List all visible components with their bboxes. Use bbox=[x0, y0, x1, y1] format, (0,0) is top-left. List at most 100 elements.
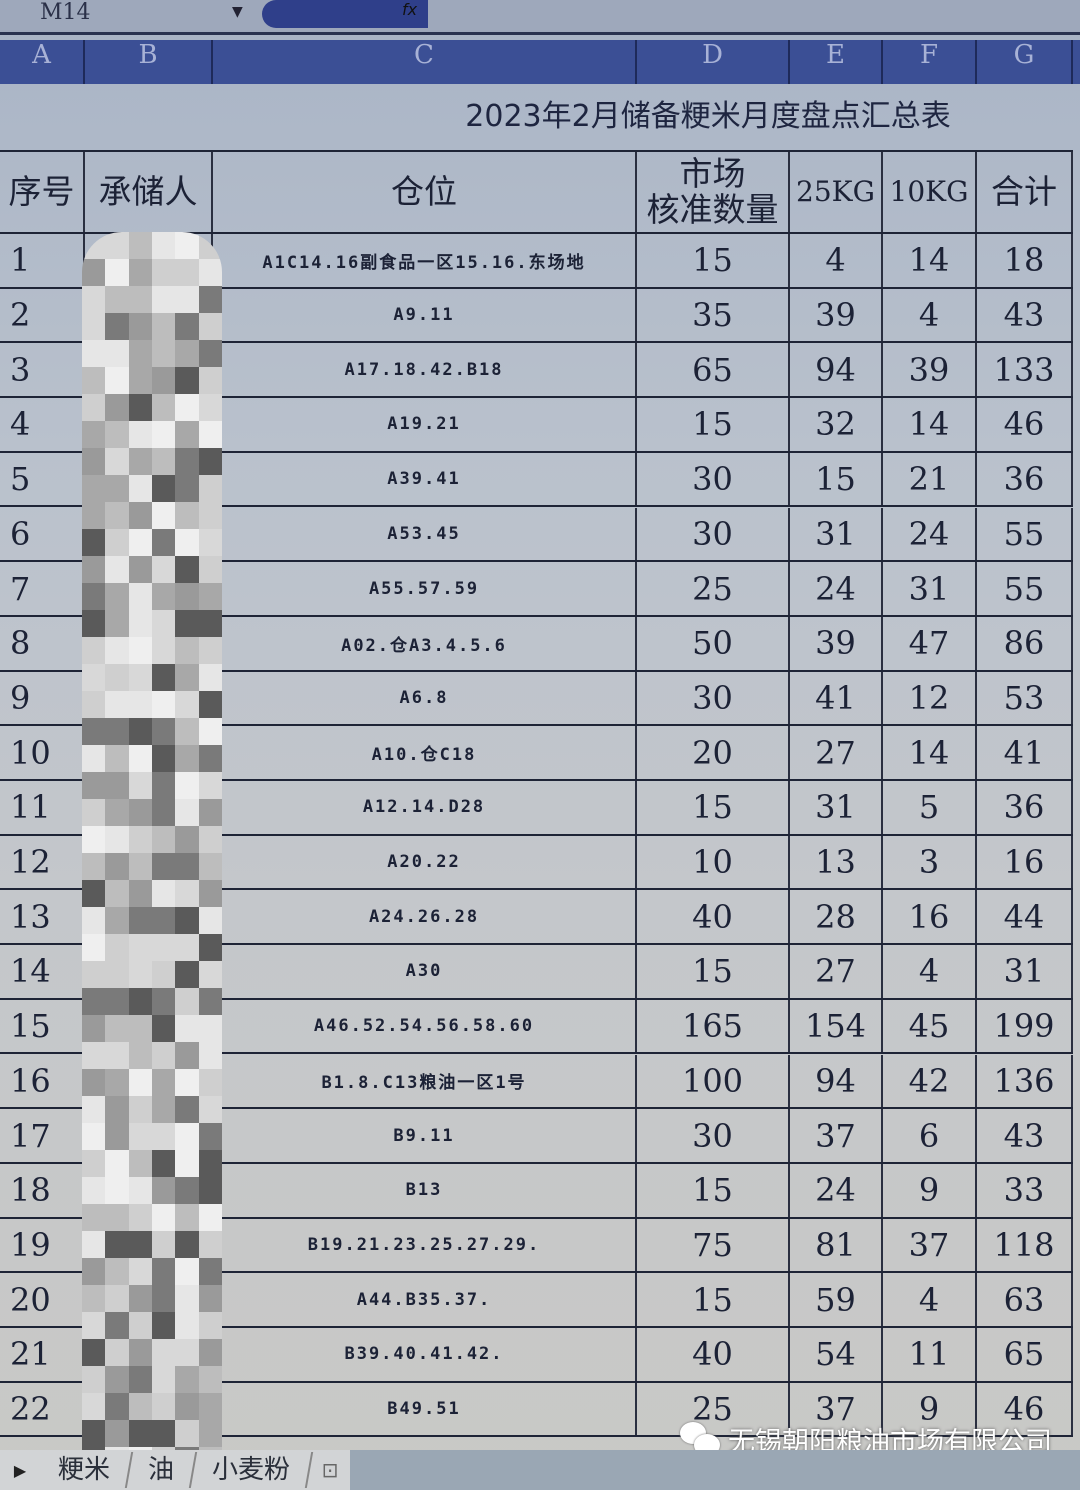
location-cell[interactable]: A19.21 bbox=[213, 398, 637, 451]
location-cell[interactable]: B49.51 bbox=[213, 1382, 637, 1436]
total-cell[interactable]: 44 bbox=[977, 890, 1073, 944]
tab-wheat-flour[interactable]: 小麦粉 bbox=[190, 1452, 314, 1488]
total-cell[interactable]: 136 bbox=[977, 1054, 1073, 1108]
location-cell[interactable]: A10.仓C18 bbox=[213, 726, 637, 779]
qty-10kg-cell[interactable]: 4 bbox=[883, 288, 977, 342]
location-cell[interactable]: A30 bbox=[213, 945, 637, 998]
qty-10kg-cell[interactable]: 4 bbox=[883, 1273, 977, 1326]
row-number[interactable]: 17 bbox=[0, 1109, 85, 1162]
header-total[interactable]: 合计 bbox=[977, 152, 1073, 232]
column-header-b[interactable]: B bbox=[85, 40, 213, 84]
row-number[interactable]: 12 bbox=[0, 835, 85, 889]
location-cell[interactable]: B39.40.41.42. bbox=[213, 1328, 637, 1381]
column-header-c[interactable]: C bbox=[213, 40, 637, 84]
location-cell[interactable]: A02.仓A3.4.5.6 bbox=[213, 616, 637, 670]
qty-10kg-cell[interactable]: 45 bbox=[883, 999, 977, 1053]
approved-qty-cell[interactable]: 25 bbox=[637, 1382, 790, 1436]
approved-qty-cell[interactable]: 50 bbox=[637, 616, 790, 670]
total-cell[interactable]: 118 bbox=[977, 1218, 1073, 1272]
total-cell[interactable]: 31 bbox=[977, 945, 1073, 998]
location-cell[interactable]: B1.8.C13粮油一区1号 bbox=[213, 1054, 637, 1108]
new-sheet-icon[interactable]: ⊡ bbox=[321, 1458, 339, 1482]
location-cell[interactable]: A12.14.D28 bbox=[213, 781, 637, 834]
row-number[interactable]: 4 bbox=[0, 398, 85, 451]
qty-10kg-cell[interactable]: 16 bbox=[883, 890, 977, 944]
approved-qty-cell[interactable]: 25 bbox=[637, 562, 790, 615]
row-number[interactable]: 13 bbox=[0, 890, 85, 944]
qty-25kg-cell[interactable]: 94 bbox=[790, 1054, 883, 1108]
total-cell[interactable]: 36 bbox=[977, 781, 1073, 834]
header-approved-qty[interactable]: 市场 核准数量 bbox=[637, 152, 790, 232]
qty-10kg-cell[interactable]: 3 bbox=[883, 835, 977, 889]
qty-10kg-cell[interactable]: 31 bbox=[883, 562, 977, 615]
qty-10kg-cell[interactable]: 12 bbox=[883, 671, 977, 725]
qty-10kg-cell[interactable]: 14 bbox=[883, 398, 977, 451]
qty-25kg-cell[interactable]: 27 bbox=[790, 726, 883, 779]
header-no[interactable]: 序号 bbox=[0, 152, 85, 232]
row-number[interactable]: 1 bbox=[0, 234, 85, 287]
approved-qty-cell[interactable]: 10 bbox=[637, 835, 790, 889]
row-number[interactable]: 8 bbox=[0, 616, 85, 670]
location-cell[interactable]: A20.22 bbox=[213, 835, 637, 889]
total-cell[interactable]: 63 bbox=[977, 1273, 1073, 1326]
column-header-a[interactable]: A bbox=[0, 40, 85, 84]
qty-25kg-cell[interactable]: 54 bbox=[790, 1328, 883, 1381]
approved-qty-cell[interactable]: 30 bbox=[637, 671, 790, 725]
total-cell[interactable]: 43 bbox=[977, 1109, 1073, 1162]
total-cell[interactable]: 43 bbox=[977, 288, 1073, 342]
total-cell[interactable]: 36 bbox=[977, 452, 1073, 506]
qty-10kg-cell[interactable]: 37 bbox=[883, 1218, 977, 1272]
row-number[interactable]: 18 bbox=[0, 1163, 85, 1217]
qty-10kg-cell[interactable]: 9 bbox=[883, 1163, 977, 1217]
horizontal-scrollbar[interactable] bbox=[350, 1450, 1080, 1490]
qty-10kg-cell[interactable]: 47 bbox=[883, 616, 977, 670]
qty-25kg-cell[interactable]: 41 bbox=[790, 671, 883, 725]
qty-10kg-cell[interactable]: 14 bbox=[883, 726, 977, 779]
qty-25kg-cell[interactable]: 154 bbox=[790, 999, 883, 1053]
total-cell[interactable]: 65 bbox=[977, 1328, 1073, 1381]
header-custodian[interactable]: 承储人 bbox=[85, 152, 213, 232]
location-cell[interactable]: B9.11 bbox=[213, 1109, 637, 1162]
tab-scroll-icon[interactable]: ▶ bbox=[13, 1460, 27, 1480]
qty-25kg-cell[interactable]: 81 bbox=[790, 1218, 883, 1272]
qty-10kg-cell[interactable]: 14 bbox=[883, 234, 977, 287]
location-cell[interactable]: A6.8 bbox=[213, 671, 637, 725]
total-cell[interactable]: 33 bbox=[977, 1163, 1073, 1217]
approved-qty-cell[interactable]: 15 bbox=[637, 1163, 790, 1217]
location-cell[interactable]: B13 bbox=[213, 1163, 637, 1217]
total-cell[interactable]: 55 bbox=[977, 507, 1073, 561]
row-number[interactable]: 22 bbox=[0, 1382, 85, 1436]
qty-10kg-cell[interactable]: 11 bbox=[883, 1328, 977, 1381]
location-cell[interactable]: A53.45 bbox=[213, 507, 637, 561]
qty-25kg-cell[interactable]: 15 bbox=[790, 452, 883, 506]
qty-10kg-cell[interactable]: 9 bbox=[883, 1382, 977, 1436]
location-cell[interactable]: A55.57.59 bbox=[213, 562, 637, 615]
qty-25kg-cell[interactable]: 32 bbox=[790, 398, 883, 451]
approved-qty-cell[interactable]: 15 bbox=[637, 1273, 790, 1326]
row-number[interactable]: 9 bbox=[0, 671, 85, 725]
qty-10kg-cell[interactable]: 42 bbox=[883, 1054, 977, 1108]
location-cell[interactable]: A17.18.42.B18 bbox=[213, 343, 637, 397]
total-cell[interactable]: 86 bbox=[977, 616, 1073, 670]
row-number[interactable]: 20 bbox=[0, 1273, 85, 1326]
total-cell[interactable]: 53 bbox=[977, 671, 1073, 725]
column-header-f[interactable]: F bbox=[883, 40, 977, 84]
qty-25kg-cell[interactable]: 13 bbox=[790, 835, 883, 889]
row-number[interactable]: 15 bbox=[0, 999, 85, 1053]
row-number[interactable]: 2 bbox=[0, 288, 85, 342]
approved-qty-cell[interactable]: 40 bbox=[637, 1328, 790, 1381]
header-10kg[interactable]: 10KG bbox=[883, 152, 977, 232]
qty-25kg-cell[interactable]: 31 bbox=[790, 781, 883, 834]
approved-qty-cell[interactable]: 75 bbox=[637, 1218, 790, 1272]
header-location[interactable]: 仓位 bbox=[213, 152, 637, 232]
approved-qty-cell[interactable]: 15 bbox=[637, 234, 790, 287]
column-header-d[interactable]: D bbox=[637, 40, 790, 84]
qty-10kg-cell[interactable]: 39 bbox=[883, 343, 977, 397]
row-number[interactable]: 5 bbox=[0, 452, 85, 506]
header-25kg[interactable]: 25KG bbox=[790, 152, 883, 232]
qty-25kg-cell[interactable]: 31 bbox=[790, 507, 883, 561]
column-header-g[interactable]: G bbox=[977, 40, 1073, 84]
location-cell[interactable]: A46.52.54.56.58.60 bbox=[213, 999, 637, 1053]
qty-10kg-cell[interactable]: 24 bbox=[883, 507, 977, 561]
qty-25kg-cell[interactable]: 39 bbox=[790, 288, 883, 342]
